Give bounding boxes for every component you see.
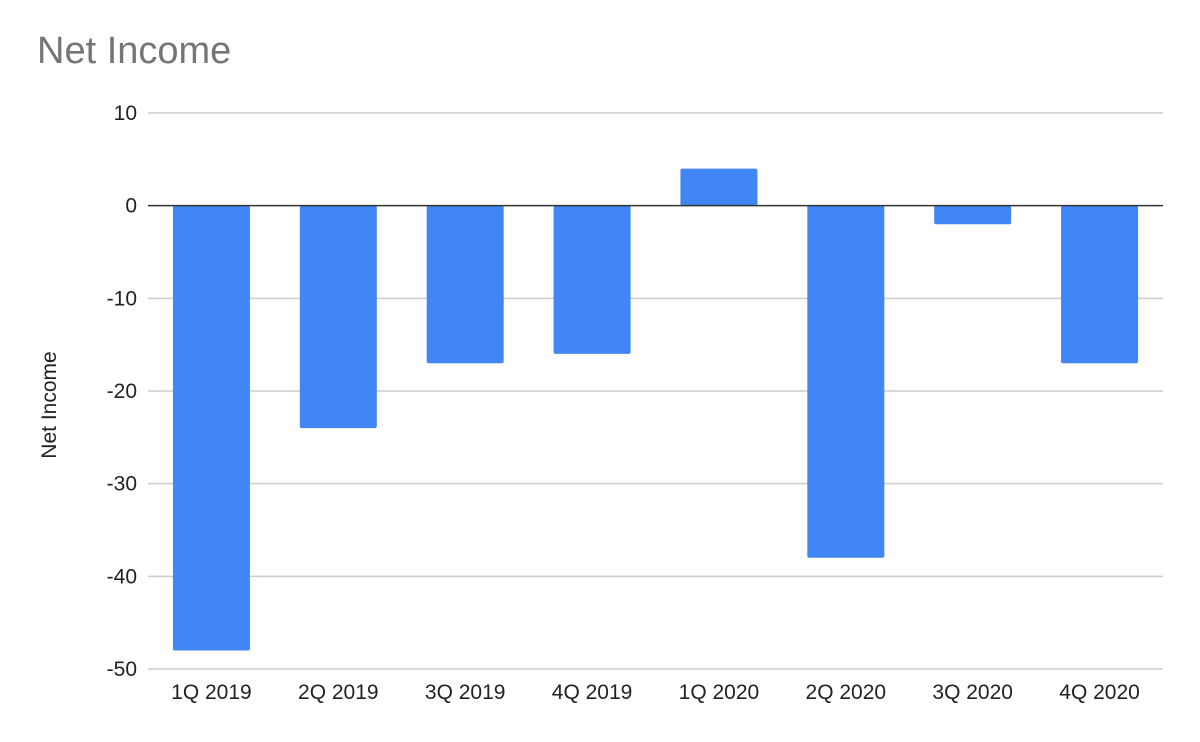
y-tick-label: -40 [107, 565, 137, 588]
x-tick-labels: 1Q 2019 2Q 2019 3Q 2019 4Q 2019 1Q 2020 2Q 20… [171, 681, 1140, 704]
bar [680, 168, 758, 206]
bar [299, 205, 377, 429]
x-tick-label: 1Q 2020 [679, 681, 760, 704]
bar [553, 205, 631, 354]
y-tick-label: 10 [114, 102, 137, 125]
y-tick-label: -50 [107, 658, 137, 681]
bar [807, 205, 885, 558]
bar [426, 205, 504, 364]
x-tick-label: 3Q 2020 [932, 681, 1013, 704]
x-tick-label: 4Q 2019 [552, 681, 633, 704]
y-axis-title: Net Income [38, 351, 61, 458]
bars [172, 168, 1139, 651]
bar [172, 205, 250, 651]
x-tick-label: 2Q 2019 [298, 681, 379, 704]
y-tick-label: -30 [107, 473, 137, 496]
y-tick-label: 0 [125, 195, 137, 218]
chart-title: Net Income [37, 30, 232, 72]
y-tick-labels: 10 0 -10 -20 -30 -40 -50 [107, 102, 137, 681]
y-tick-label: -20 [107, 380, 137, 403]
x-tick-label: 4Q 2020 [1059, 681, 1140, 704]
x-tick-label: 3Q 2019 [425, 681, 506, 704]
y-tick-label: -10 [107, 287, 137, 310]
x-tick-label: 1Q 2019 [171, 681, 252, 704]
x-tick-label: 2Q 2020 [806, 681, 887, 704]
bar [934, 205, 1012, 225]
bar [1061, 205, 1139, 364]
